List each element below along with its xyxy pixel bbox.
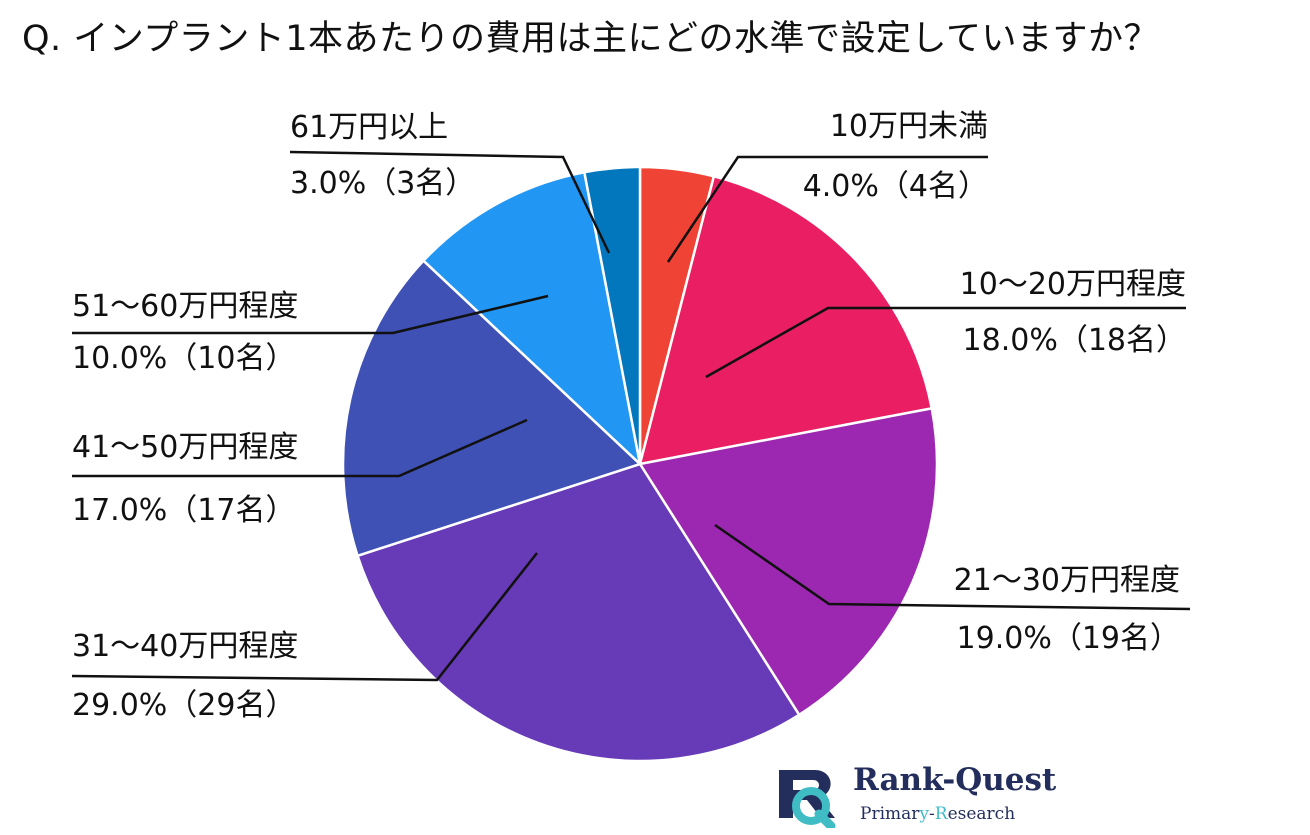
rank-quest-logo: Rank-Quest Primary-Research	[775, 760, 1065, 830]
leader-line-4	[71, 552, 538, 682]
logo-name-rank: Rank	[853, 762, 943, 798]
logo-name-dash: -	[942, 762, 956, 798]
slice-value-7: 3.0%（3名）	[290, 166, 475, 201]
pie-slice-3	[638, 407, 939, 717]
slice-label-1: 10万円未満	[830, 109, 988, 144]
slice-label-2: 10〜20万円程度	[960, 267, 1186, 302]
pie-slices	[341, 165, 939, 763]
leader-line-5	[72, 418, 528, 478]
pie-slice-2	[638, 175, 933, 466]
slice-label-6: 51〜60万円程度	[72, 289, 298, 324]
leader-line-6	[72, 294, 549, 335]
leader-line-1	[666, 155, 988, 263]
slice-value-2: 18.0%（18名）	[963, 323, 1186, 358]
leader-line-3	[714, 523, 1191, 611]
logo-name: Rank-Quest	[853, 762, 1056, 798]
pie-slice-4	[356, 462, 801, 763]
slice-label-4: 31〜40万円程度	[72, 629, 298, 664]
slice-label-7: 61万円以上	[290, 110, 448, 145]
slice-value-4: 29.0%（29名）	[72, 688, 295, 723]
slice-value-3: 19.0%（19名）	[957, 621, 1180, 656]
slice-label-5: 41〜50万円程度	[72, 430, 298, 465]
slice-labels: 10万円未満 4.0%（4名） 10〜20万円程度 18.0%（18名） 21〜30万円…	[72, 109, 1186, 723]
pie-slice-5	[341, 259, 642, 558]
slice-label-3: 21〜30万円程度	[954, 563, 1180, 598]
rq-logo-mark-icon	[779, 770, 836, 828]
chart-title: Q. インプラント1本あたりの費用は主にどの水準で設定していますか？	[22, 19, 1159, 59]
logo-tagline-y: y	[919, 804, 929, 824]
logo-tagline-dash: -	[929, 804, 935, 824]
slice-value-5: 17.0%（17名）	[72, 493, 295, 528]
logo-tagline-esearch: esearch	[947, 804, 1016, 824]
logo-tagline: Primary-Research	[860, 804, 1015, 824]
leader-line-2	[705, 306, 1186, 379]
logo-tagline-primar: Primar	[860, 804, 920, 824]
logo-tagline-r: R	[934, 804, 948, 824]
slice-value-1: 4.0%（4名）	[803, 169, 988, 204]
slice-value-6: 10.0%（10名）	[72, 341, 295, 376]
logo-name-quest: Quest	[955, 762, 1057, 798]
pie-slice-7	[583, 165, 642, 466]
leader-line-7	[289, 150, 611, 254]
leader-lines	[71, 150, 1191, 682]
